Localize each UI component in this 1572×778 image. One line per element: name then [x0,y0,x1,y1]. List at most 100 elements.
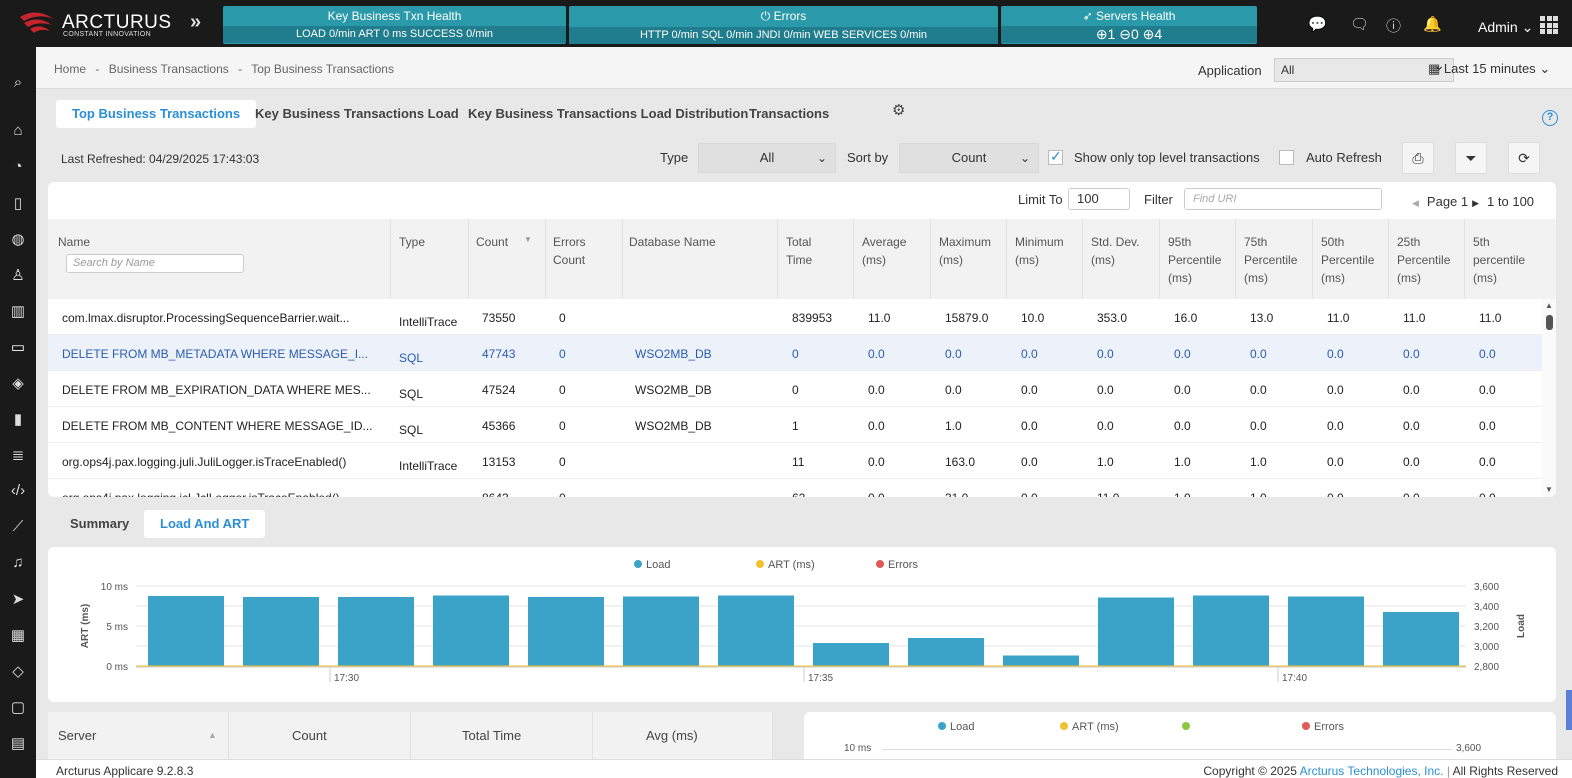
tag-icon[interactable]: ◇ [12,663,24,680]
side-handle[interactable] [1566,690,1572,730]
bar [1288,596,1364,666]
user-menu[interactable]: Admin ⌄ [1478,19,1534,35]
servers-health-panel[interactable]: ➶ Servers Health ⊕1 ⊖0 ⊕4 [1001,6,1257,44]
chevron-down-icon: ⌄ [1019,151,1030,165]
col-total-time[interactable]: Total Time [462,728,522,743]
book-icon[interactable]: ▤ [10,735,26,752]
expand-chevrons-icon[interactable]: » [190,11,202,33]
chat-icon[interactable]: 💬 [1308,16,1327,33]
refresh-button[interactable]: ⟳ [1508,142,1540,174]
table-row[interactable]: DELETE FROM MB_METADATA WHERE MESSAGE_I.… [48,335,1542,371]
alert-bell-icon[interactable]: ♫ [12,554,24,571]
name-search-input[interactable]: Search by Name [66,254,244,273]
col-50th[interactable]: 50th Percentile (ms) [1321,235,1375,285]
key-txn-health-panel[interactable]: Key Business Txn Health LOAD 0/min ART 0… [223,6,566,44]
send-icon[interactable]: ➤ [11,591,25,608]
col-count[interactable]: Count [292,728,327,743]
table-row[interactable]: DELETE FROM MB_CONTENT WHERE MESSAGE_ID.… [48,407,1542,443]
layers-icon[interactable]: ◈ [12,375,24,392]
tab-summary[interactable]: Summary [70,516,130,531]
col-database-name[interactable]: Database Name [629,235,716,249]
col-errors-count[interactable]: Errors Count [553,235,586,267]
application-select[interactable]: All [1274,57,1454,82]
table-cell-count: 13153 [482,455,516,469]
filter-button[interactable]: ⏷ [1455,142,1487,174]
sort-desc-icon[interactable]: ▼ [524,235,532,244]
home-icon[interactable]: ⌂ [13,122,23,139]
col-std-dev[interactable]: Std. Dev. (ms) [1091,235,1140,267]
col-count[interactable]: Count [476,235,509,249]
user-icon[interactable]: ♙ [11,267,25,284]
col-5th[interactable]: 5th percentile (ms) [1473,235,1526,285]
table-row[interactable]: com.lmax.disruptor.ProcessingSequenceBar… [48,299,1542,335]
calendar-icon[interactable]: ▦ [10,627,26,644]
sort-select[interactable]: Count ⌄ [899,143,1039,173]
type-select[interactable]: All ⌄ [698,143,836,173]
folder-icon[interactable]: ▢ [10,699,26,716]
transactions-icon[interactable]: ▭ [10,339,26,356]
table-row[interactable]: org.ops4j.pax.logging.juli.JuliLogger.is… [48,443,1542,479]
legend-label: ART (ms) [768,559,815,571]
sort-asc-icon[interactable]: ▲ [208,730,217,740]
scroll-thumb[interactable] [1546,315,1553,330]
col-25th[interactable]: 25th Percentile (ms) [1397,235,1451,285]
tab-top-business-transactions[interactable]: Top Business Transactions [56,100,257,128]
col-maximum[interactable]: Maximum (ms) [939,235,992,267]
help-icon[interactable]: ? [1542,110,1558,126]
map-icon[interactable]: ▥ [10,303,26,320]
table-row[interactable]: org.ops4j.pax.logging.jcl.JclLogger.isTr… [48,479,1542,497]
bar [433,595,509,666]
legend-load[interactable]: Load [938,721,974,733]
trend-icon[interactable]: ⟋ [12,518,24,535]
col-average[interactable]: Average (ms) [862,235,907,267]
scroll-down-icon[interactable]: ▼ [1545,485,1553,494]
next-page-icon[interactable]: ▶ [1472,198,1480,208]
col-75th[interactable]: 75th Percentile (ms) [1244,235,1298,285]
help-icon[interactable]: ⓘ [1386,18,1402,35]
apps-grid-icon[interactable] [1540,16,1558,34]
bar-chart-icon[interactable]: ▮ [13,411,23,428]
gear-icon[interactable]: ⚙ [892,102,906,119]
limit-input[interactable]: 100 [1068,188,1130,210]
scroll-up-icon[interactable]: ▲ [1545,301,1553,310]
col-avg[interactable]: Avg (ms) [646,728,698,743]
time-range-picker[interactable]: ▦ Last 15 minutes ⌄ [1428,61,1551,76]
top-level-checkbox[interactable] [1048,148,1063,165]
bell-icon[interactable]: 🔔 [1423,16,1442,33]
col-minimum[interactable]: Minimum (ms) [1015,235,1064,267]
globe-icon[interactable]: ◍ [11,231,25,248]
col-type[interactable]: Type [399,235,426,249]
tab-key-business-transactions-load[interactable]: Key Business Transactions Load [255,106,459,121]
col-server[interactable]: Server [58,728,97,743]
tab-load-and-art[interactable]: Load And ART [144,510,266,538]
breadcrumb-business-transactions[interactable]: Business Transactions [108,62,229,76]
mobile-icon[interactable]: ▯ [13,195,23,212]
prev-page-icon[interactable]: ◀ [1412,198,1419,208]
errors-panel[interactable]: ⏻ Errors HTTP 0/min SQL 0/min JNDI 0/min… [569,6,998,44]
y-right-tick-label: 3,600 [1474,582,1499,593]
table-row[interactable]: DELETE FROM MB_EXPIRATION_DATA WHERE MES… [48,371,1542,407]
message-icon[interactable]: 🗨 [1350,16,1370,33]
logo[interactable]: ARCTURUS CONSTANT INNOVATION [18,9,198,39]
tab-transactions[interactable]: Transactions [749,106,830,121]
table-cell-maximum: 163.0 [945,455,976,469]
filter-input[interactable]: Find URI [1184,188,1382,210]
tab-load-distribution[interactable]: Key Business Transactions Load Distribut… [468,106,749,121]
refresh-icon: ⟳ [1518,150,1530,166]
legend-errors[interactable]: Errors [1302,721,1344,733]
breadcrumb-home[interactable]: Home [54,62,87,76]
legend-art[interactable]: ART (ms) [1060,721,1119,733]
search-icon[interactable]: ⌕ [13,74,23,91]
company-link[interactable]: Arcturus Technologies, Inc. [1299,764,1444,778]
table-scrollbar[interactable]: ▲ ▼ [1542,299,1556,497]
legend-unnamed[interactable] [1182,721,1194,733]
code-icon[interactable]: ‹/› [10,482,26,499]
table-cell-minimum: 0.0 [1021,347,1038,361]
list-icon[interactable]: ≣ [11,447,25,464]
col-name[interactable]: Name [58,235,91,249]
print-button[interactable]: ⎙ [1402,142,1434,174]
col-95th[interactable]: 95th Percentile (ms) [1168,235,1222,285]
col-total-time[interactable]: Total Time [786,235,813,267]
auto-refresh-checkbox[interactable] [1279,150,1294,165]
dashboard-icon[interactable]: ◔ [13,158,23,175]
